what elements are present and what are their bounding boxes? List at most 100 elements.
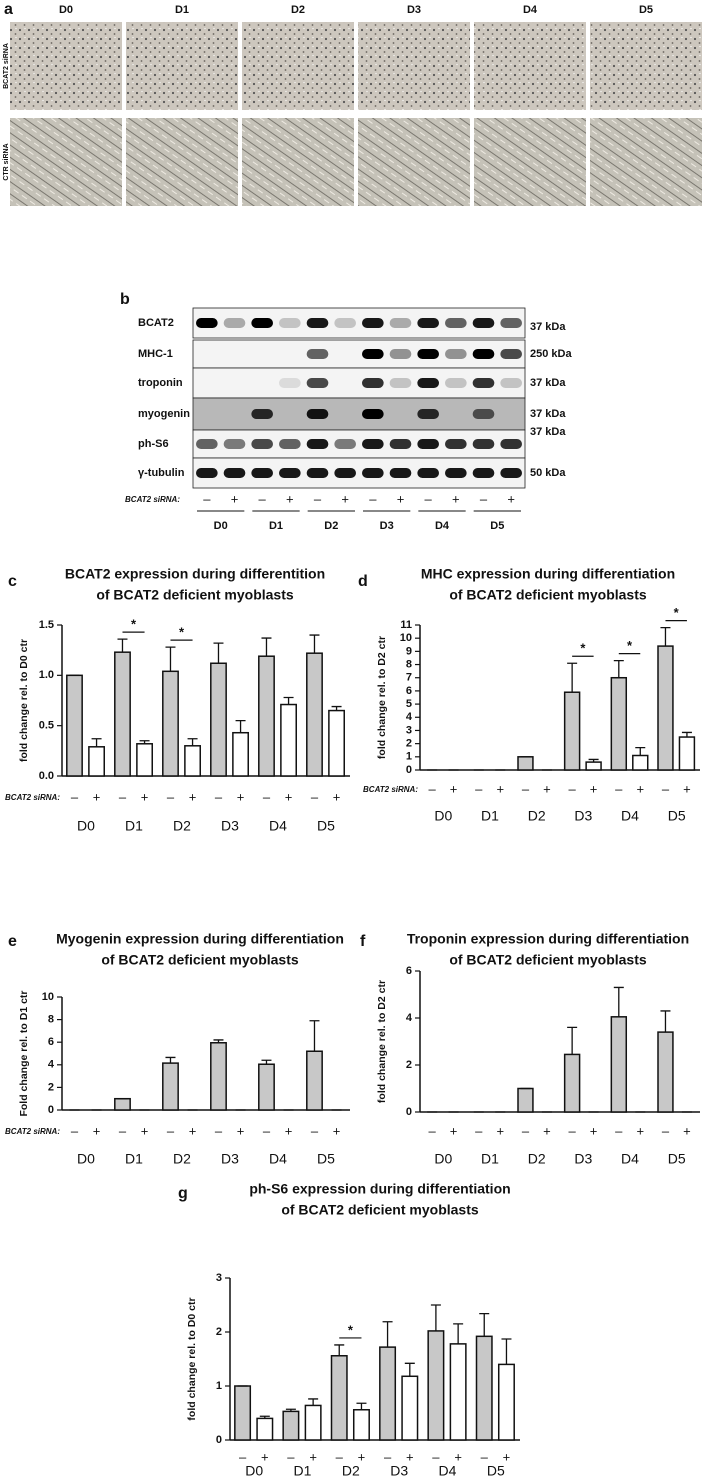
bar [330,1355,348,1441]
error-bar [235,719,246,733]
y-tick-label: 6 [406,685,412,697]
sign: – [203,491,211,506]
day-label: D1 [269,520,283,532]
blot-band [196,318,218,328]
panel-label: d [358,573,368,590]
blot-band [362,409,384,419]
error-bar [213,642,224,664]
blot-band [417,378,439,388]
bar [258,655,275,777]
significance-star: * [348,1322,354,1337]
blot-band [362,468,384,478]
sign: + [397,491,405,506]
blot-band [279,378,301,388]
sign: + [450,1123,458,1138]
day-label: D5 [639,4,653,16]
sign: – [119,1123,127,1138]
error-bar [165,646,176,672]
y-tick-label: 2 [48,1081,54,1093]
sign: – [615,1123,623,1138]
bar [280,703,297,777]
blot-band [472,318,495,328]
y-tick-label: 4 [406,1012,413,1024]
sign: + [450,781,458,796]
sign: – [384,1449,392,1464]
x-tick-label: D0 [77,1151,95,1167]
chart-title: Myogenin expression during differentiati… [56,931,344,947]
y-axis-label: fold change rel. to D0 ctr [186,1297,198,1420]
y-tick-label: 6 [48,1036,54,1048]
panel-label: c [8,573,17,590]
y-tick-label: 2 [406,738,412,750]
bar [306,1050,323,1111]
blot-band [472,409,495,419]
micrograph [358,22,470,110]
bar [379,1346,397,1441]
error-bar [187,738,198,746]
blot-band [196,468,218,478]
error-bar [261,1059,272,1065]
sign: + [543,781,551,796]
sign: – [662,781,670,796]
blot-band [445,439,467,449]
day-label: D5 [490,520,504,532]
sign: + [406,1449,414,1464]
bar [517,756,534,771]
error-bar [404,1362,415,1377]
error-bar [285,1408,296,1412]
blot-band [472,439,495,449]
sign: + [590,1123,598,1138]
chart-title: ph-S6 expression during differentiation [249,1181,510,1197]
blot-band [417,439,439,449]
blot-band [223,439,246,449]
sign: + [452,491,460,506]
blot-band [279,468,301,478]
error-bar [117,638,128,653]
error-bar [259,1415,270,1419]
x-tick-label: D3 [574,1151,592,1167]
sign: + [237,1123,245,1138]
y-axis-label: fold change rel. to D2 ctr [376,636,388,759]
panel-label: g [178,1185,188,1202]
size-label: 50 kDa [530,467,566,479]
micrograph [590,118,702,206]
blot-band [334,439,356,449]
sign: + [141,1123,149,1138]
x-tick-label: D4 [621,1151,639,1167]
error-bar [331,705,342,711]
x-tick-label: D3 [221,1151,239,1167]
x-tick-label: D0 [77,818,95,834]
bar [427,1330,445,1441]
sign: – [480,491,488,506]
day-label: D4 [523,4,538,16]
y-tick-label: 10 [42,991,54,1003]
micrograph [242,22,354,110]
protein-label: troponin [138,377,183,389]
bar [563,691,581,771]
significance-star: * [580,641,586,656]
blot-band [306,378,329,388]
chart-title: of BCAT2 deficient myoblasts [96,587,294,603]
day-label: D0 [214,520,228,532]
x-tick-label: D3 [221,818,239,834]
sign: – [522,781,530,796]
sign: + [543,1123,551,1138]
bar [136,743,153,777]
sign: – [119,789,127,804]
day-label: D3 [407,4,421,16]
sign: + [231,491,239,506]
sign: – [429,781,437,796]
day-label: D2 [324,520,338,532]
sign: + [683,1123,691,1138]
x-tick-label: D1 [481,1151,499,1167]
x-tick-label: D0 [245,1463,263,1479]
blot-row [192,307,526,339]
y-tick-label: 8 [48,1014,54,1026]
sign: – [71,789,79,804]
micrograph [10,118,122,206]
sign: + [590,781,598,796]
error-bar [681,731,692,738]
chart-title: of BCAT2 deficient myoblasts [281,1202,479,1218]
error-bar [308,1398,319,1406]
blot-band [389,318,412,328]
